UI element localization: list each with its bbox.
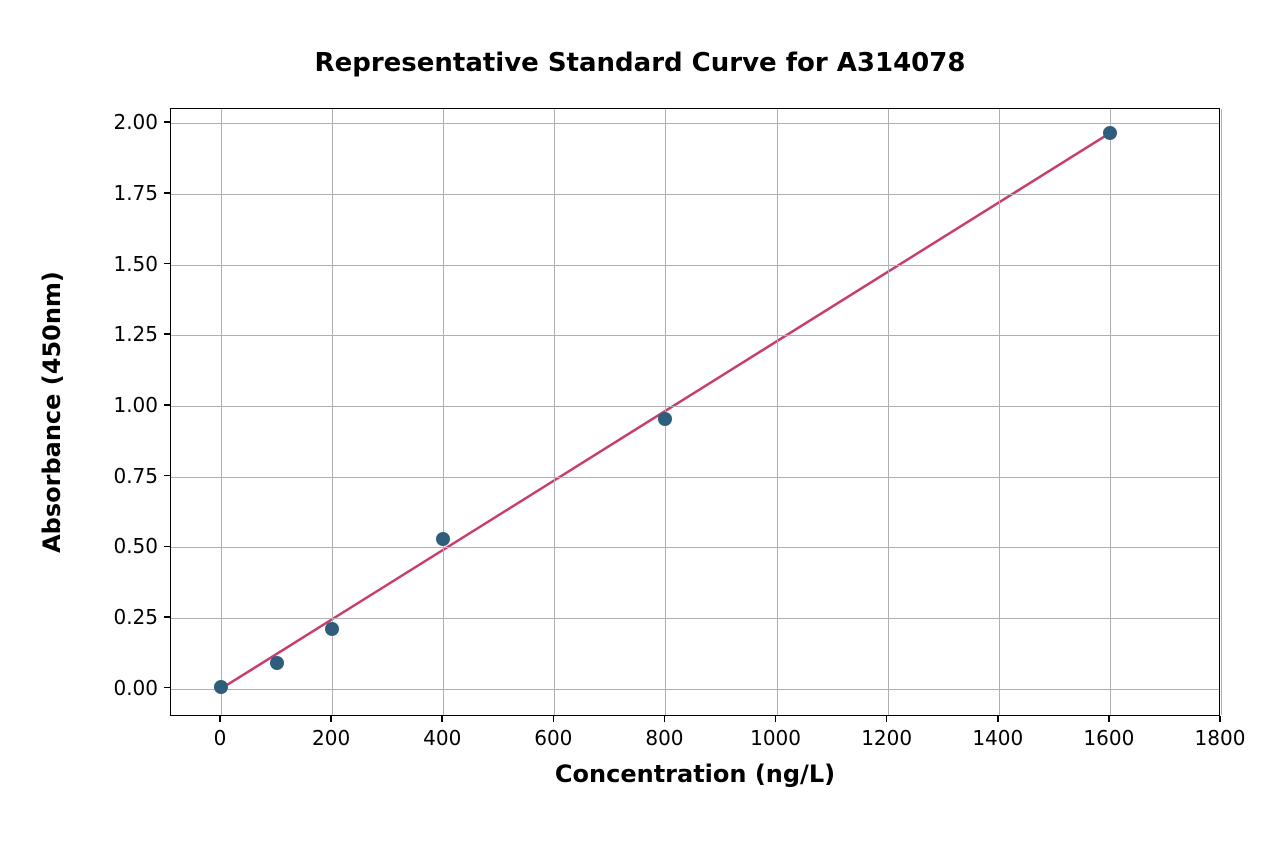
x-tick-label: 600 — [534, 726, 572, 750]
gridline-v — [221, 109, 222, 715]
x-tick — [441, 716, 443, 722]
gridline-h — [171, 335, 1219, 336]
y-tick-label: 1.25 — [100, 322, 158, 346]
x-tick-label: 1200 — [861, 726, 912, 750]
x-tick-label: 1800 — [1195, 726, 1246, 750]
chart-title: Representative Standard Curve for A31407… — [0, 48, 1280, 78]
x-tick-label: 1000 — [750, 726, 801, 750]
y-tick — [164, 192, 170, 194]
gridline-h — [171, 406, 1219, 407]
x-tick-label: 200 — [312, 726, 350, 750]
x-tick — [219, 716, 221, 722]
gridline-h — [171, 123, 1219, 124]
y-tick — [164, 404, 170, 406]
x-tick-label: 400 — [423, 726, 461, 750]
y-tick-label: 0.50 — [100, 534, 158, 558]
gridline-v — [1221, 109, 1222, 715]
y-axis-label: Absorbance (450nm) — [38, 271, 66, 553]
data-point — [270, 656, 284, 670]
y-tick — [164, 263, 170, 265]
data-point — [1103, 126, 1117, 140]
gridline-v — [777, 109, 778, 715]
x-tick — [1108, 716, 1110, 722]
gridline-h — [171, 265, 1219, 266]
data-point — [436, 532, 450, 546]
y-tick-label: 0.75 — [100, 464, 158, 488]
gridline-v — [1110, 109, 1111, 715]
y-tick-label: 1.75 — [100, 181, 158, 205]
data-point — [325, 622, 339, 636]
y-tick — [164, 616, 170, 618]
x-tick — [1219, 716, 1221, 722]
y-tick-label: 1.00 — [100, 393, 158, 417]
gridline-v — [554, 109, 555, 715]
y-tick-label: 0.25 — [100, 605, 158, 629]
y-tick — [164, 121, 170, 123]
y-tick-label: 0.00 — [100, 676, 158, 700]
y-tick-label: 2.00 — [100, 110, 158, 134]
gridline-v — [443, 109, 444, 715]
chart-container: Representative Standard Curve for A31407… — [0, 0, 1280, 845]
gridline-v — [888, 109, 889, 715]
gridline-h — [171, 547, 1219, 548]
x-tick-label: 1600 — [1083, 726, 1134, 750]
gridline-v — [999, 109, 1000, 715]
data-point — [214, 680, 228, 694]
gridline-h — [171, 477, 1219, 478]
x-tick-label: 0 — [214, 726, 227, 750]
x-axis-label: Concentration (ng/L) — [555, 760, 835, 788]
x-tick — [886, 716, 888, 722]
gridline-h — [171, 194, 1219, 195]
gridline-h — [171, 689, 1219, 690]
x-tick-label: 800 — [645, 726, 683, 750]
y-tick — [164, 333, 170, 335]
x-tick — [664, 716, 666, 722]
x-tick — [997, 716, 999, 722]
y-tick — [164, 475, 170, 477]
x-tick — [775, 716, 777, 722]
data-point — [658, 412, 672, 426]
x-tick — [330, 716, 332, 722]
plot-area — [170, 108, 1220, 716]
x-tick — [553, 716, 555, 722]
y-tick-label: 1.50 — [100, 252, 158, 276]
y-tick — [164, 687, 170, 689]
x-tick-label: 1400 — [972, 726, 1023, 750]
gridline-h — [171, 618, 1219, 619]
y-tick — [164, 546, 170, 548]
